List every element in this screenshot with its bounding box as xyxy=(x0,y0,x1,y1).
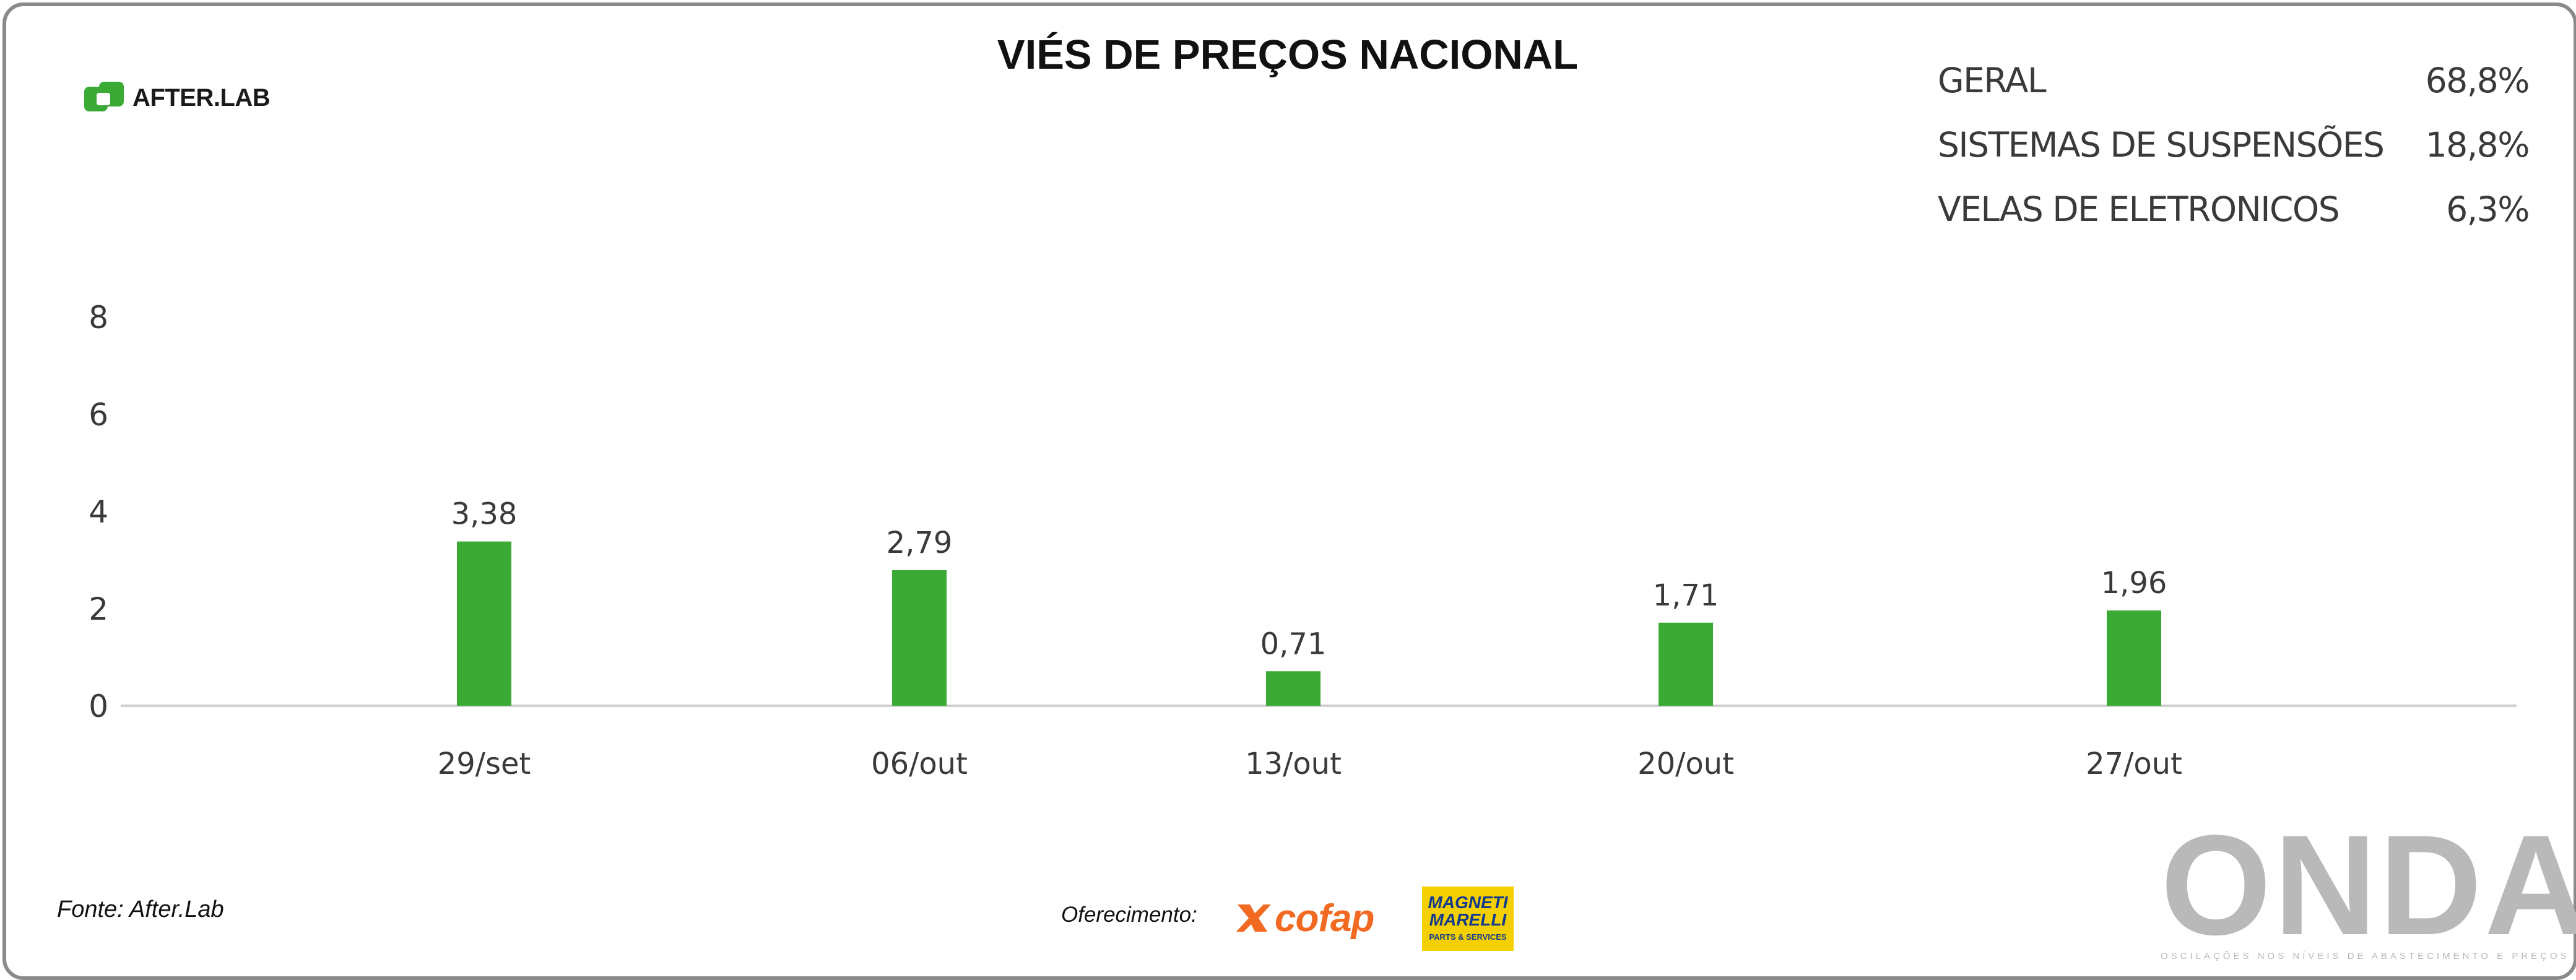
y-tick-label: 2 xyxy=(89,591,108,627)
onda-wordmark: ONDA xyxy=(2161,805,2576,965)
x-tick-label: 27/out xyxy=(2086,747,2182,781)
x-tick-label: 13/out xyxy=(1245,747,1342,781)
kpi-label: VELAS DE ELETRONICOS xyxy=(1938,189,2340,229)
chart-title: VIÉS DE PREÇOS NACIONAL xyxy=(997,32,1579,78)
data-label: 1,96 xyxy=(2101,566,2167,601)
y-tick-label: 4 xyxy=(89,494,108,530)
magneti-line2: MARELLI xyxy=(1429,910,1507,929)
sponsor-label: Oferecimento: xyxy=(1061,903,1197,927)
x-tick-label: 20/out xyxy=(1637,747,1734,781)
kpi-row: SISTEMAS DE SUSPENSÕES 18,8% xyxy=(1938,113,2530,177)
kpi-label: SISTEMAS DE SUSPENSÕES xyxy=(1938,125,2385,165)
y-tick-label: 0 xyxy=(89,688,108,724)
afterlab-logo-icon xyxy=(84,82,124,111)
source-note: Fonte: After.Lab xyxy=(57,896,224,922)
kpi-value: 6,3% xyxy=(2446,189,2530,229)
magneti-marelli-logo: MAGNETI MARELLI PARTS & SERVICES xyxy=(1422,887,1514,951)
brand-name: AFTER.LAB xyxy=(132,84,271,111)
kpi-value: 18,8% xyxy=(2425,125,2530,165)
bar xyxy=(1659,622,1713,706)
data-label: 2,79 xyxy=(887,526,953,560)
bar xyxy=(457,541,511,706)
magneti-line3: PARTS & SERVICES xyxy=(1429,932,1507,942)
brand-logo: AFTER.LAB xyxy=(83,79,271,116)
y-tick-label: 8 xyxy=(89,300,108,336)
data-label: 0,71 xyxy=(1260,627,1327,661)
kpi-label: GERAL xyxy=(1938,61,2047,100)
bar xyxy=(1266,671,1321,706)
bar xyxy=(892,570,947,706)
kpi-row: GERAL 68,8% xyxy=(1938,48,2530,113)
x-tick-label: 29/set xyxy=(438,747,531,781)
kpi-value: 68,8% xyxy=(2425,61,2530,100)
data-label: 3,38 xyxy=(451,497,518,532)
onda-watermark: ONDA OSCILAÇÕES NOS NÍVEIS DE ABASTECIME… xyxy=(2161,805,2576,965)
bar xyxy=(2107,610,2161,706)
magneti-line1: MAGNETI xyxy=(1428,893,1508,912)
x-tick-label: 06/out xyxy=(871,747,968,781)
cofap-wordmark: cofap xyxy=(1275,896,1374,940)
kpi-panel: GERAL 68,8% SISTEMAS DE SUSPENSÕES 18,8%… xyxy=(1938,48,2530,241)
kpi-row: VELAS DE ELETRONICOS 6,3% xyxy=(1938,177,2530,241)
data-label: 1,71 xyxy=(1653,578,1719,613)
y-tick-label: 6 xyxy=(89,397,108,433)
onda-tagline: OSCILAÇÕES NOS NÍVEIS DE ABASTECIMENTO E… xyxy=(2161,951,2570,961)
cofap-logo: cofap xyxy=(1235,896,1374,940)
cofap-x-icon xyxy=(1236,904,1271,932)
